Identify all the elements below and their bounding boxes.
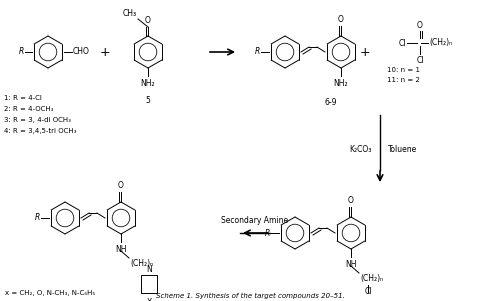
Text: O: O — [338, 15, 344, 24]
Text: R: R — [265, 228, 270, 237]
Text: Secondary Amine: Secondary Amine — [222, 216, 288, 225]
Text: O: O — [348, 196, 354, 205]
Text: 2: R = 4-OCH₃: 2: R = 4-OCH₃ — [4, 106, 54, 112]
Text: +: + — [360, 45, 370, 58]
Text: 11: n = 2: 11: n = 2 — [387, 77, 420, 83]
Text: N: N — [146, 265, 152, 275]
Text: Scheme 1. Synthesis of the target compounds 20–51.: Scheme 1. Synthesis of the target compou… — [156, 293, 344, 299]
Text: 4: R = 3,4,5-tri OCH₃: 4: R = 3,4,5-tri OCH₃ — [4, 128, 76, 134]
Text: R: R — [255, 48, 260, 57]
Text: (CH₂)ₙ: (CH₂)ₙ — [130, 259, 153, 268]
Text: (CH₂)ₙ: (CH₂)ₙ — [360, 274, 383, 283]
Text: 3: R = 3, 4-di OCH₃: 3: R = 3, 4-di OCH₃ — [4, 117, 71, 123]
Text: R: R — [19, 48, 24, 57]
Text: 1: R = 4-Cl: 1: R = 4-Cl — [4, 95, 42, 101]
Text: 6-9: 6-9 — [325, 98, 337, 107]
Text: Cl: Cl — [365, 287, 372, 296]
Text: NH: NH — [345, 260, 357, 269]
Text: +: + — [100, 45, 110, 58]
Text: X: X — [146, 298, 152, 301]
Text: 5: 5 — [146, 96, 150, 105]
Text: NH: NH — [115, 245, 127, 254]
Text: O: O — [118, 181, 124, 190]
Text: Toluene: Toluene — [388, 145, 417, 154]
Text: (CH₂)ₙ: (CH₂)ₙ — [429, 39, 452, 48]
Text: O: O — [145, 16, 151, 25]
Text: K₂CO₃: K₂CO₃ — [350, 145, 372, 154]
Text: NH₂: NH₂ — [334, 79, 348, 88]
Text: CHO: CHO — [73, 48, 90, 57]
Text: NH₂: NH₂ — [140, 79, 156, 88]
Text: Cl: Cl — [398, 39, 406, 48]
Text: O: O — [417, 21, 423, 30]
Text: CH₃: CH₃ — [123, 9, 137, 18]
Text: Cl: Cl — [416, 56, 424, 65]
Text: R: R — [35, 213, 40, 222]
Text: x = CH₂, O, N-CH₃, N-C₆H₅: x = CH₂, O, N-CH₃, N-C₆H₅ — [5, 290, 95, 296]
Text: 10: n = 1: 10: n = 1 — [387, 67, 420, 73]
